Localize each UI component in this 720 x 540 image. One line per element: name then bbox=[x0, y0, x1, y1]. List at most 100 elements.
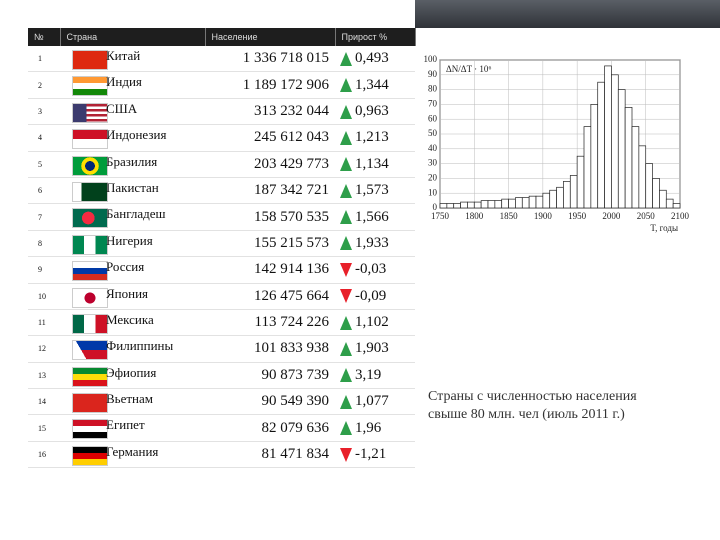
row-number: 1 bbox=[28, 46, 60, 73]
bar bbox=[542, 192, 551, 209]
bar bbox=[480, 200, 489, 209]
column-header: Страна bbox=[60, 28, 206, 46]
y-tick-label: 90 bbox=[428, 69, 438, 79]
growth-cell: 1,102 bbox=[335, 309, 415, 337]
table-row: 13 Эфиопия 90 873 739 3,19 bbox=[28, 362, 415, 390]
growth-cell: 0,963 bbox=[335, 98, 415, 126]
country-name: Индонезия bbox=[106, 127, 167, 143]
y-tick-label: 10 bbox=[428, 187, 438, 197]
country-name: Россия bbox=[106, 259, 145, 275]
country-cell: Эфиопия bbox=[60, 362, 205, 390]
table-row: 15 Египет 82 079 636 1,96 bbox=[28, 414, 415, 442]
country-name: Япония bbox=[106, 285, 149, 301]
growth: 1,573 bbox=[355, 182, 389, 199]
bar bbox=[467, 201, 475, 209]
x-tick-label: 1850 bbox=[500, 211, 519, 221]
growth-cell: 1,566 bbox=[335, 203, 415, 231]
growth-cell: -0,09 bbox=[335, 283, 415, 310]
row-number: 15 bbox=[28, 414, 60, 442]
bar bbox=[528, 195, 537, 209]
y-tick-label: 40 bbox=[428, 143, 438, 153]
bar bbox=[631, 126, 640, 209]
country-cell: Нигерия bbox=[60, 230, 205, 258]
row-number: 14 bbox=[28, 388, 60, 416]
x-tick-label: 2000 bbox=[602, 211, 621, 221]
flag-icon bbox=[72, 261, 108, 282]
bar bbox=[487, 200, 496, 209]
column-header: Прирост % bbox=[335, 28, 416, 46]
flag-icon bbox=[72, 181, 108, 202]
country-cell: Египет bbox=[60, 414, 205, 442]
bar bbox=[535, 195, 544, 209]
bar bbox=[617, 89, 626, 209]
country-name: Индия bbox=[106, 74, 142, 90]
population: 155 215 573 bbox=[205, 230, 335, 258]
flag-icon bbox=[72, 102, 108, 123]
country-cell: Россия bbox=[60, 256, 205, 284]
bar bbox=[659, 189, 667, 209]
row-number: 5 bbox=[28, 151, 60, 178]
arrow-up bbox=[340, 368, 352, 383]
country-cell: Индонезия bbox=[60, 124, 205, 152]
growth: 1,903 bbox=[355, 340, 389, 357]
y-axis-label: ΔN/ΔT · 10⁶ bbox=[446, 64, 492, 74]
country-name: Германия bbox=[106, 443, 159, 459]
country-name: Эфиопия bbox=[106, 364, 157, 380]
y-tick-label: 0 bbox=[433, 202, 438, 212]
bar bbox=[597, 81, 605, 209]
bar bbox=[453, 203, 461, 209]
country-name: Бангладеш bbox=[106, 206, 166, 222]
row-number: 12 bbox=[28, 335, 60, 363]
histogram: 0 10 20 30 40 50 60 70 80 90 100 1750 1800 1850 1900 19… bbox=[424, 54, 690, 233]
population: 90 549 390 bbox=[205, 388, 335, 416]
bar bbox=[604, 65, 612, 209]
row-number: 9 bbox=[28, 256, 60, 284]
bar bbox=[563, 181, 571, 209]
growth: 1,566 bbox=[355, 208, 389, 225]
population: 158 570 535 bbox=[205, 203, 335, 231]
flag-icon bbox=[72, 155, 108, 176]
growth: -1,21 bbox=[355, 446, 387, 463]
table-row: 16 Германия 81 471 834 -1,21 bbox=[28, 441, 415, 469]
row-number: 10 bbox=[28, 283, 60, 310]
country-cell: Филиппины bbox=[60, 335, 205, 363]
country-cell: Германия bbox=[60, 441, 205, 469]
arrow-down bbox=[340, 447, 352, 462]
bar bbox=[665, 198, 674, 209]
row-number: 13 bbox=[28, 362, 60, 390]
bar bbox=[549, 189, 557, 209]
bar bbox=[521, 197, 530, 209]
arrow-up bbox=[340, 421, 352, 436]
population: 1 189 172 906 bbox=[205, 71, 335, 99]
flag-icon bbox=[72, 76, 108, 97]
arrow-up bbox=[340, 394, 352, 409]
growth-cell: 1,96 bbox=[335, 414, 415, 442]
flag-icon bbox=[72, 340, 108, 361]
y-tick-label: 20 bbox=[428, 172, 438, 182]
growth: 1,96 bbox=[355, 419, 382, 436]
country-name: Китай bbox=[106, 48, 141, 63]
flag-icon bbox=[72, 366, 108, 387]
table-row: 14 Вьетнам 90 549 390 1,077 bbox=[28, 388, 415, 416]
growth: 3,19 bbox=[355, 366, 382, 383]
bar bbox=[473, 201, 482, 209]
row-number: 7 bbox=[28, 203, 60, 231]
bar bbox=[556, 186, 564, 209]
growth-cell: 1,573 bbox=[335, 177, 415, 205]
bar bbox=[611, 74, 619, 209]
bar bbox=[460, 201, 468, 209]
growth-cell: 3,19 bbox=[335, 362, 415, 390]
arrow-up bbox=[340, 104, 352, 119]
y-tick-label: 30 bbox=[428, 158, 438, 168]
arrow-up bbox=[340, 51, 352, 66]
arrow-down bbox=[340, 289, 352, 304]
arrow-up bbox=[340, 130, 352, 145]
growth-cell: 1,077 bbox=[335, 388, 415, 416]
growth: 1,102 bbox=[355, 314, 389, 331]
table-row: 10 Япония 126 475 664 -0,09 bbox=[28, 283, 415, 310]
growth: 0,493 bbox=[355, 50, 389, 67]
x-tick-label: 1800 bbox=[465, 211, 484, 221]
arrow-up bbox=[340, 315, 352, 330]
arrow-up bbox=[340, 210, 352, 225]
growth: 0,963 bbox=[355, 102, 389, 119]
